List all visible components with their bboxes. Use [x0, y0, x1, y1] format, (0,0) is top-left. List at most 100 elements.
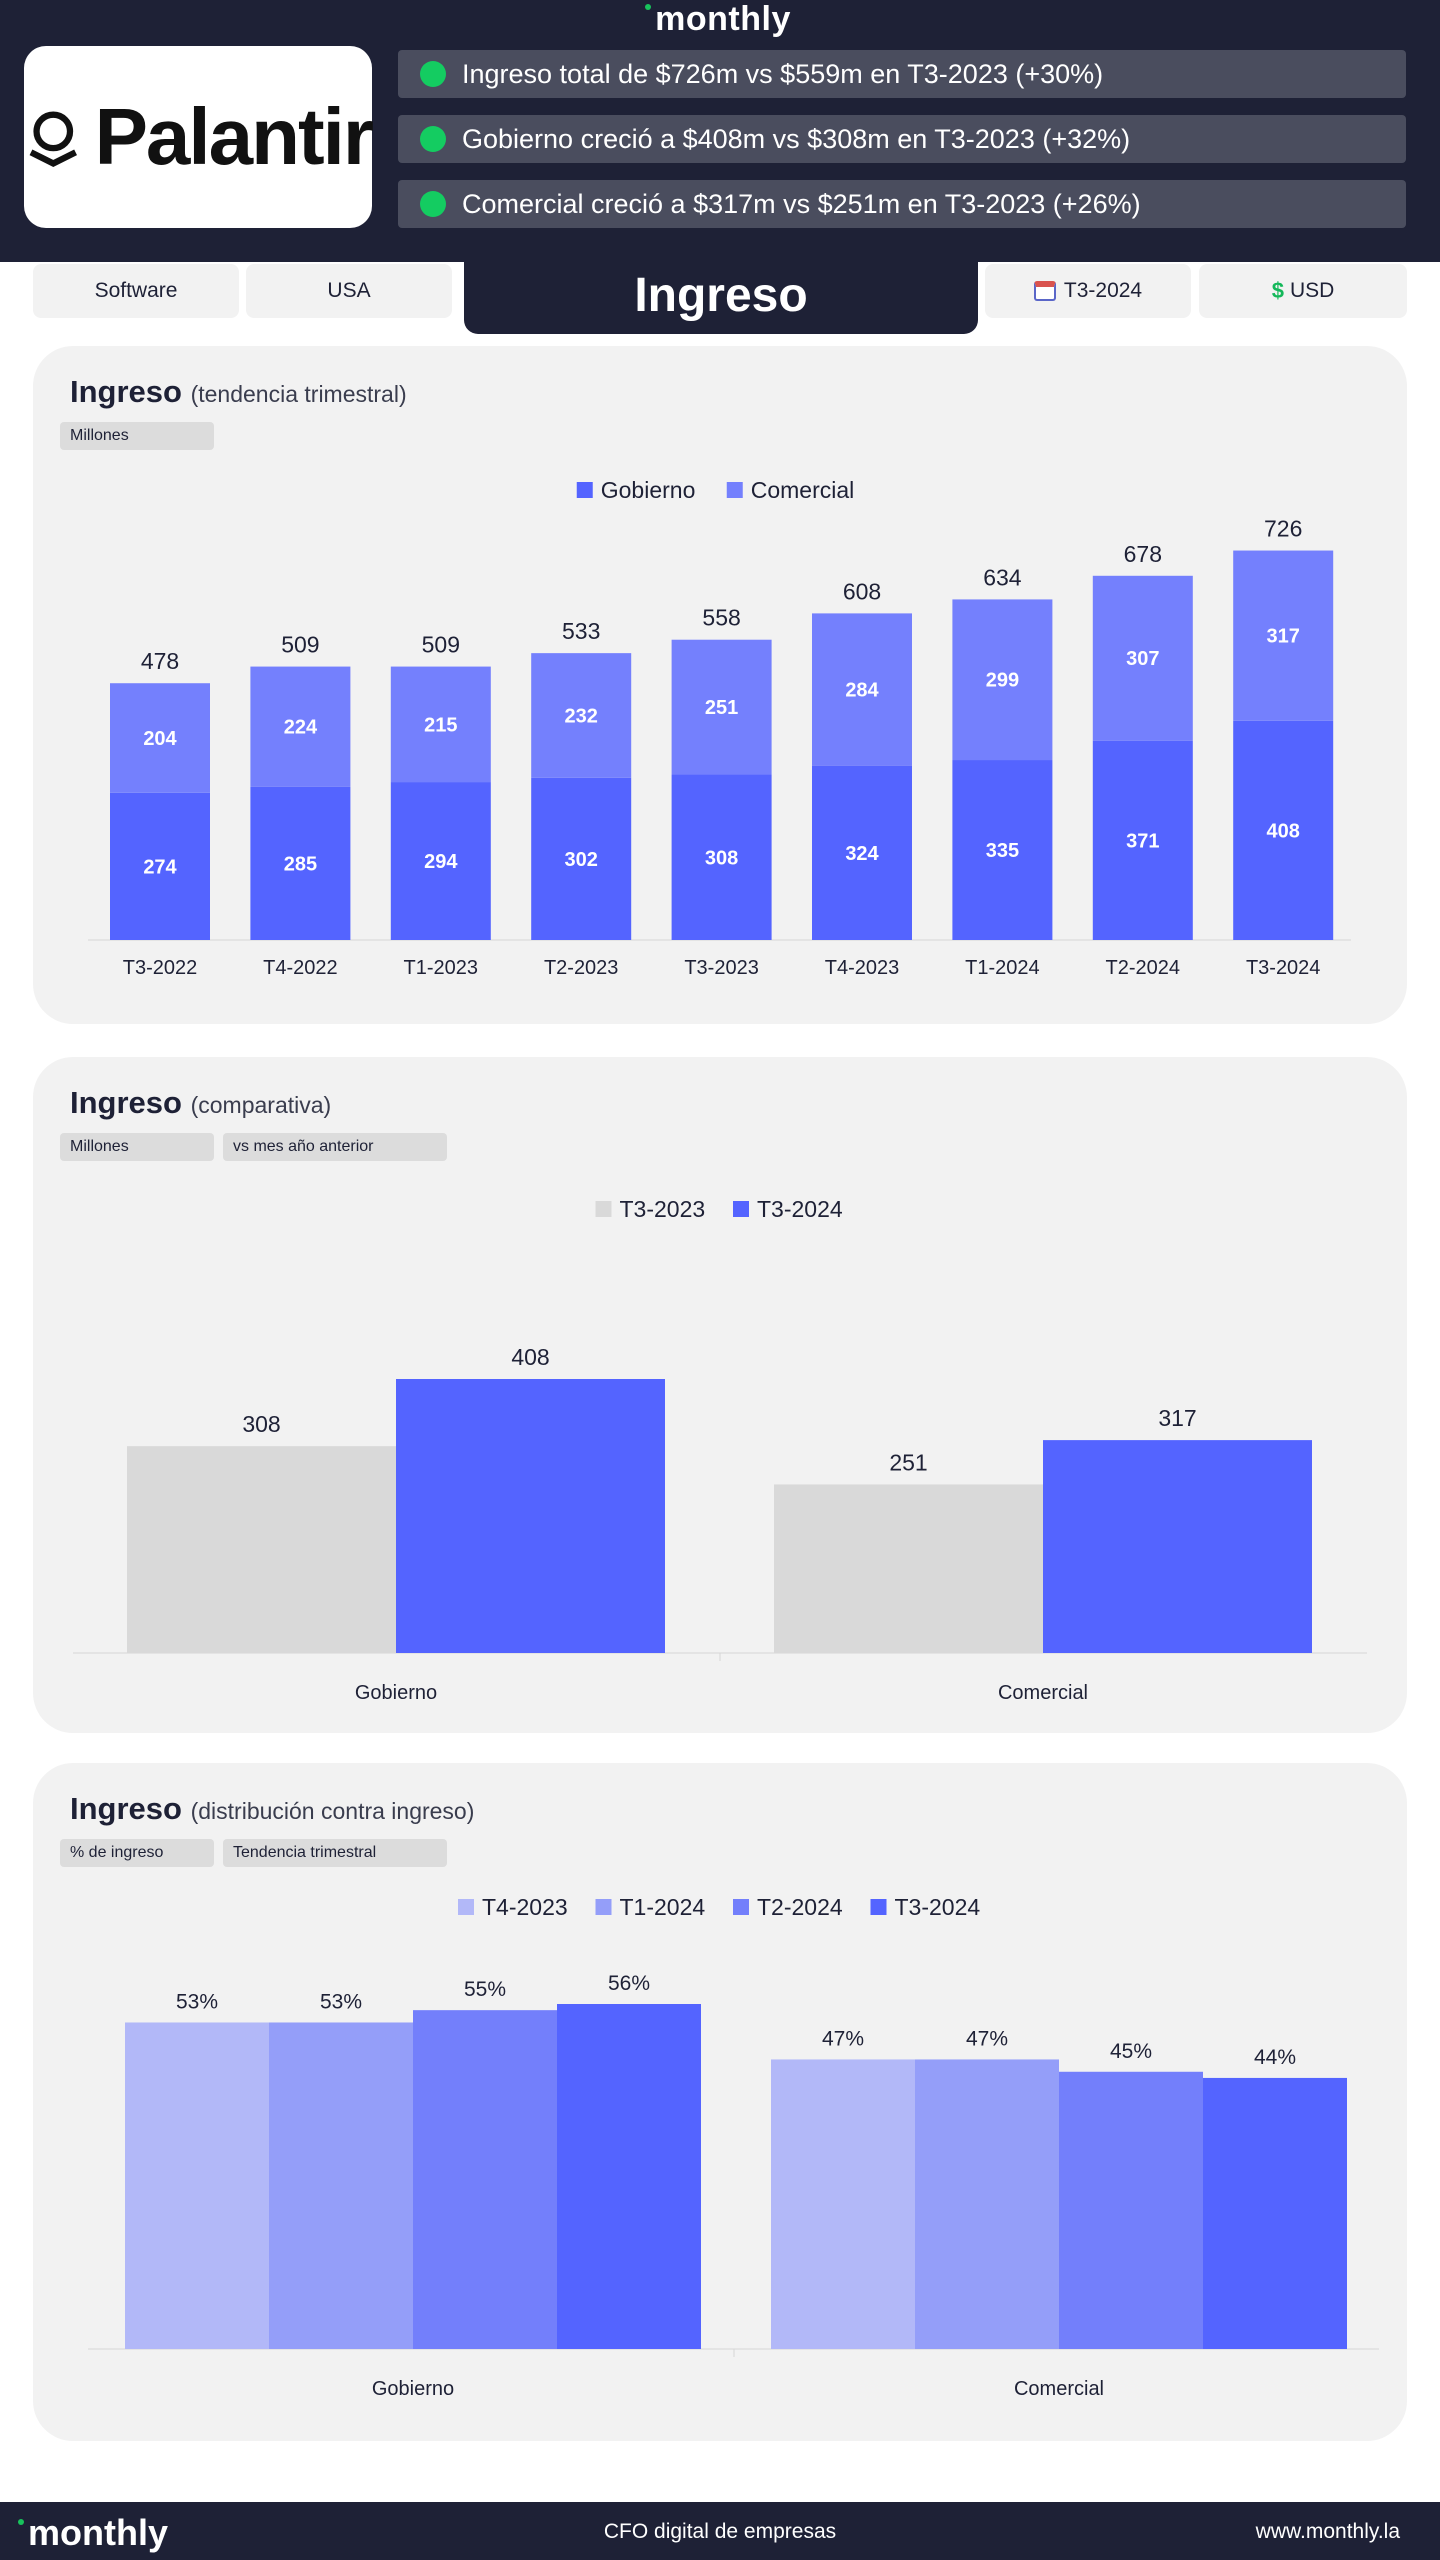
panel-trend-title: Ingreso (tendencia trimestral) [70, 374, 407, 410]
bar-comercial [110, 683, 210, 793]
total-label: 558 [702, 605, 740, 631]
x-tick-label: Comercial [1014, 2378, 1104, 2400]
legend-swatch [733, 1899, 749, 1915]
data-label-gobierno: 335 [986, 840, 1019, 862]
x-tick-label: T1-2024 [965, 957, 1040, 979]
bar-t3-2024 [1043, 1440, 1312, 1653]
country-chip[interactable]: USA [246, 264, 452, 318]
data-label-gobierno: 308 [705, 847, 738, 869]
currency-label: USD [1289, 279, 1335, 302]
period-chip[interactable]: T3-2024 [985, 264, 1191, 318]
data-label: 55% [464, 1978, 506, 2001]
brand-dot-icon [18, 2519, 24, 2525]
total-label: 726 [1264, 516, 1302, 542]
footer-brand[interactable]: monthly [18, 2512, 168, 2554]
bar-t3-2024 [557, 2004, 701, 2349]
total-label: 509 [422, 632, 460, 658]
legend-swatch [733, 1201, 749, 1217]
x-tick-label: Gobierno [372, 2378, 454, 2400]
data-label: 308 [242, 1411, 280, 1437]
panel-title-sub: (distribución contra ingreso) [190, 1798, 475, 1824]
green-dot-icon [420, 126, 446, 152]
legend-swatch [870, 1899, 887, 1915]
comparison-tag: vs mes año anterior [223, 1133, 447, 1161]
total-label: 634 [983, 564, 1022, 590]
currency-chip[interactable]: $ USD [1199, 264, 1407, 318]
bar-comercial [812, 613, 912, 766]
highlight-item: Gobierno creció a $408m vs $308m en T3-2… [398, 115, 1406, 163]
bar-t4-2023 [125, 2022, 269, 2349]
green-dot-icon [420, 61, 446, 87]
country-label: USA [327, 279, 371, 302]
sector-chip[interactable]: Software [33, 264, 239, 318]
panel-title-main: Ingreso [70, 1791, 182, 1826]
green-dot-icon [420, 191, 446, 217]
data-label-comercial: 215 [424, 714, 457, 736]
page-title: Ingreso [464, 256, 978, 334]
data-label: 408 [511, 1344, 549, 1370]
data-label: 317 [1158, 1405, 1196, 1431]
period-label: T3-2024 [1063, 279, 1143, 302]
panel-distribution-title: Ingreso (distribución contra ingreso) [70, 1791, 474, 1827]
bar-t2-2024 [413, 2010, 557, 2349]
data-label: 56% [608, 1972, 650, 1995]
legend-swatch [458, 1899, 474, 1915]
bar-t3-2023 [774, 1484, 1043, 1653]
bar-t4-2023 [771, 2059, 915, 2349]
bar-gobierno [812, 765, 912, 940]
footer-url[interactable]: www.monthly.la [1255, 2520, 1400, 2543]
bar-t1-2024 [915, 2059, 1059, 2349]
highlights-list: Ingreso total de $726m vs $559m en T3-20… [398, 50, 1406, 245]
data-label-gobierno: 302 [565, 849, 598, 871]
x-tick-label: T1-2023 [404, 957, 479, 979]
data-label: 45% [1110, 2040, 1152, 2063]
panel-distribution: Ingreso (distribución contra ingreso) % … [33, 1763, 1407, 2441]
bar-comercial [671, 639, 772, 775]
x-tick-label: T4-2023 [825, 957, 900, 979]
company-logo-text: Palantir [94, 92, 374, 181]
legend-swatch [576, 482, 593, 498]
bar-t1-2024 [269, 2022, 413, 2349]
tag-label: Millones [70, 427, 129, 444]
x-tick-label: T2-2024 [1106, 957, 1181, 979]
x-tick-label: Gobierno [355, 1682, 437, 1704]
bar-t2-2024 [1059, 2071, 1203, 2349]
data-label: 251 [889, 1449, 927, 1475]
total-label: 533 [562, 618, 600, 644]
highlight-item: Ingreso total de $726m vs $559m en T3-20… [398, 50, 1406, 98]
palantir-logo-icon [29, 111, 77, 168]
data-label: 47% [822, 2027, 864, 2050]
header: monthly Palantir Ingreso total de $726m … [0, 0, 1440, 262]
highlight-text: Comercial creció a $317m vs $251m en T3-… [462, 188, 1141, 219]
total-label: 678 [1124, 541, 1162, 567]
x-tick-label: T3-2023 [684, 957, 759, 979]
panel-trend: Ingreso (tendencia trimestral) Millones … [33, 346, 1407, 1024]
x-tick-label: T2-2023 [544, 957, 619, 979]
bar-gobierno [671, 774, 772, 940]
tag-label: Tendencia trimestral [233, 1844, 377, 1861]
distribution-bar-chart: T4-2023 T1-2024 T2-2024 T3-2024 53% 53% 55% 56%… [88, 1894, 1379, 2400]
data-label-gobierno: 285 [284, 853, 317, 875]
panel-title-main: Ingreso [70, 1085, 182, 1120]
legend-label: T3-2024 [757, 1196, 843, 1222]
legend-label: T3-2023 [620, 1196, 706, 1222]
data-label-comercial: 299 [986, 670, 1019, 692]
total-label: 509 [281, 632, 319, 658]
legend-swatch [595, 1201, 612, 1217]
brand-logo[interactable]: monthly [0, 0, 1440, 38]
bar-gobierno [110, 792, 210, 940]
legend-label: T2-2024 [757, 1894, 843, 1920]
comparison-bar-chart: T3-2023 T3-2024 308 408 Gobierno 251 317 Comerc… [73, 1196, 1367, 1704]
total-label: 478 [141, 648, 179, 674]
bar-gobierno [531, 777, 632, 940]
company-logo-card: Palantir [24, 46, 374, 228]
calendar-icon [1033, 281, 1056, 301]
legend-label: T1-2024 [620, 1894, 706, 1920]
x-tick-label: Comercial [998, 1682, 1088, 1704]
data-label-gobierno: 408 [1267, 820, 1300, 842]
data-label-gobierno: 324 [845, 843, 879, 865]
bar-gobierno [1092, 740, 1193, 940]
unit-tag: % de ingreso [60, 1839, 214, 1867]
panel-compare-title: Ingreso (comparativa) [70, 1085, 331, 1121]
legend-swatch [726, 482, 743, 498]
